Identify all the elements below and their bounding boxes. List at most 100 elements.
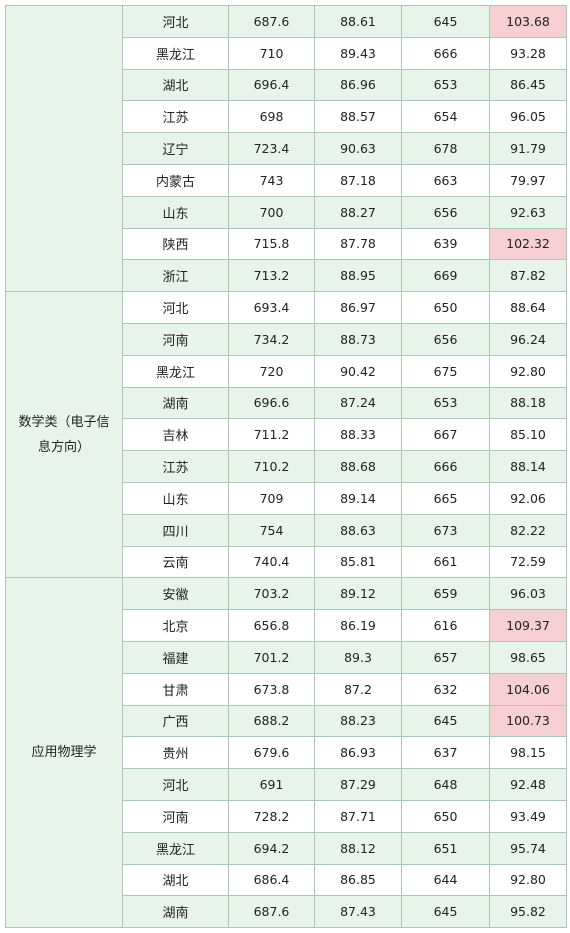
value-cell-1: 740.4 — [228, 545, 315, 579]
table-row: 辽宁 723.4 90.63 678 91.79 — [6, 132, 567, 165]
value-cell-2: 88.61 — [314, 5, 402, 38]
value-cell-3: 645 — [401, 704, 490, 738]
table-row: 贵州 679.6 86.93 637 98.15 — [6, 736, 567, 770]
value-cell-4: 86.45 — [489, 68, 567, 102]
table-row: 河北 691 87.29 648 92.48 — [6, 768, 567, 801]
province-cell: 云南 — [122, 545, 229, 579]
value-cell-4: 95.82 — [489, 895, 567, 929]
province-cell: 贵州 — [122, 736, 229, 770]
table-row: 河南 728.2 87.71 650 93.49 — [6, 799, 567, 833]
value-cell-2: 86.85 — [314, 863, 402, 897]
table-row: 湖北 696.4 86.96 653 86.45 — [6, 68, 567, 102]
province-cell: 安徽 — [122, 577, 229, 611]
table-row: 吉林 711.2 88.33 667 85.10 — [6, 418, 567, 452]
value-cell-1: 691 — [228, 768, 315, 801]
value-cell-3: 661 — [401, 545, 490, 579]
value-cell-3: 665 — [401, 481, 490, 515]
value-cell-1: 688.2 — [228, 704, 315, 738]
value-cell-2: 86.97 — [314, 291, 402, 324]
province-cell: 福建 — [122, 640, 229, 674]
value-cell-4: 109.37 — [489, 609, 567, 642]
province-cell: 山东 — [122, 195, 229, 229]
value-cell-3: 673 — [401, 513, 490, 547]
table-row: 湖南 687.6 87.43 645 95.82 — [6, 895, 567, 929]
value-cell-4: 92.48 — [489, 768, 567, 801]
value-cell-3: 645 — [401, 895, 490, 929]
province-cell: 湖南 — [122, 386, 229, 420]
value-cell-2: 89.14 — [314, 481, 402, 515]
province-cell: 四川 — [122, 513, 229, 547]
value-cell-3: 675 — [401, 354, 490, 388]
table-row: 湖北 686.4 86.85 644 92.80 — [6, 863, 567, 897]
value-cell-1: 693.4 — [228, 291, 315, 324]
value-cell-2: 90.63 — [314, 132, 402, 165]
value-cell-4: 95.74 — [489, 831, 567, 865]
value-cell-3: 657 — [401, 640, 490, 674]
value-cell-4: 102.32 — [489, 227, 567, 261]
province-cell: 河南 — [122, 799, 229, 833]
major-cell: 应用物理学 — [5, 577, 123, 929]
table-row: 甘肃 673.8 87.2 632 104.06 — [6, 672, 567, 706]
value-cell-3: 650 — [401, 799, 490, 833]
value-cell-3: 648 — [401, 768, 490, 801]
value-cell-3: 666 — [401, 450, 490, 483]
score-table: 河北 687.6 88.61 645 103.68 黑龙江 710 89.43 666 93.28… — [5, 4, 567, 929]
value-cell-3: 669 — [401, 259, 490, 293]
value-cell-4: 91.79 — [489, 132, 567, 165]
province-cell: 内蒙古 — [122, 163, 229, 197]
table-row: 应用物理学 安徽 703.2 89.12 659 96.03 — [5, 577, 567, 929]
province-cell: 河南 — [122, 322, 229, 356]
value-cell-1: 754 — [228, 513, 315, 547]
table-row: 山东 700 88.27 656 92.63 — [6, 195, 567, 229]
value-cell-4: 92.06 — [489, 481, 567, 515]
value-cell-3: 663 — [401, 163, 490, 197]
value-cell-3: 637 — [401, 736, 490, 770]
value-cell-1: 728.2 — [228, 799, 315, 833]
province-cell: 吉林 — [122, 418, 229, 452]
province-cell: 甘肃 — [122, 672, 229, 706]
table-row: 河北 687.6 88.61 645 103.68 — [5, 4, 567, 293]
province-cell: 湖南 — [122, 895, 229, 929]
table-row: 数学类（电子信息方向） 河北 693.4 86.97 650 88.64 — [5, 291, 567, 579]
value-cell-2: 88.27 — [314, 195, 402, 229]
value-cell-1: 656.8 — [228, 609, 315, 642]
value-cell-3: 678 — [401, 132, 490, 165]
value-cell-4: 96.05 — [489, 100, 567, 134]
value-cell-2: 88.73 — [314, 322, 402, 356]
value-cell-1: 700 — [228, 195, 315, 229]
value-cell-4: 96.03 — [489, 577, 567, 611]
value-cell-2: 85.81 — [314, 545, 402, 579]
table-row: 黑龙江 694.2 88.12 651 95.74 — [6, 831, 567, 865]
table-row: 云南 740.4 85.81 661 72.59 — [6, 545, 567, 579]
table-row: 山东 709 89.14 665 92.06 — [6, 481, 567, 515]
value-cell-1: 723.4 — [228, 132, 315, 165]
value-cell-2: 90.42 — [314, 354, 402, 388]
value-cell-4: 92.80 — [489, 863, 567, 897]
value-cell-2: 88.57 — [314, 100, 402, 134]
province-cell: 黑龙江 — [122, 354, 229, 388]
province-cell: 江苏 — [122, 450, 229, 483]
value-cell-2: 88.68 — [314, 450, 402, 483]
value-cell-1: 687.6 — [228, 5, 315, 38]
value-cell-2: 87.29 — [314, 768, 402, 801]
value-cell-2: 87.24 — [314, 386, 402, 420]
province-cell: 黑龙江 — [122, 831, 229, 865]
value-cell-2: 86.19 — [314, 609, 402, 642]
province-cell: 陕西 — [122, 227, 229, 261]
value-cell-3: 639 — [401, 227, 490, 261]
province-cell: 北京 — [122, 609, 229, 642]
value-cell-4: 92.63 — [489, 195, 567, 229]
table-row: 河南 734.2 88.73 656 96.24 — [6, 322, 567, 356]
value-cell-2: 86.96 — [314, 68, 402, 102]
value-cell-3: 616 — [401, 609, 490, 642]
value-cell-3: 653 — [401, 386, 490, 420]
value-cell-2: 88.12 — [314, 831, 402, 865]
value-cell-4: 98.65 — [489, 640, 567, 674]
province-cell: 河北 — [122, 768, 229, 801]
province-cell: 湖北 — [122, 68, 229, 102]
value-cell-3: 644 — [401, 863, 490, 897]
table-row: 内蒙古 743 87.18 663 79.97 — [6, 163, 567, 197]
value-cell-2: 89.3 — [314, 640, 402, 674]
value-cell-4: 82.22 — [489, 513, 567, 547]
value-cell-2: 87.78 — [314, 227, 402, 261]
